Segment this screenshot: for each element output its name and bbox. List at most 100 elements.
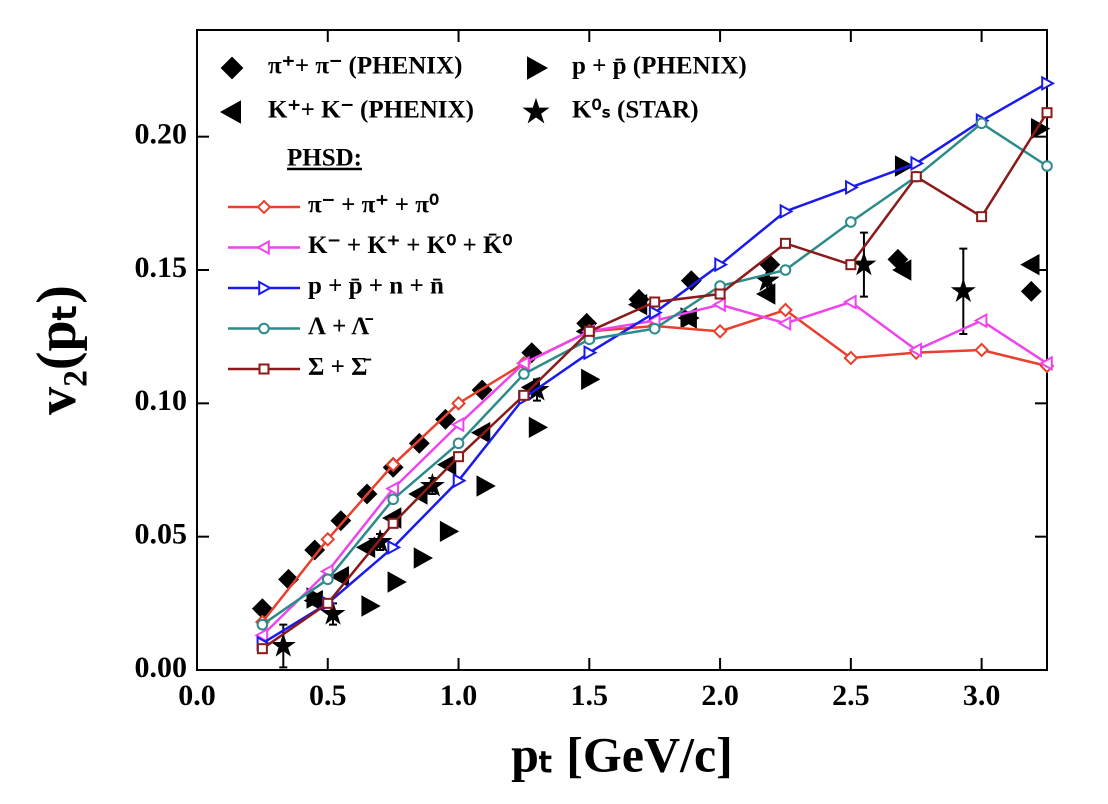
data-point [779, 203, 794, 220]
legend-marker [220, 56, 244, 80]
data-point [408, 432, 430, 454]
data-point [712, 296, 726, 313]
data-point [256, 643, 268, 655]
legend-marker [258, 322, 270, 335]
x-tick-label: 1.5 [571, 679, 609, 712]
data-point [649, 296, 661, 308]
x-tick-label: 2.5 [832, 679, 870, 712]
legend-label: Λ + Λ̄ [308, 313, 373, 340]
data-point [518, 389, 530, 401]
data-point [1020, 280, 1042, 302]
data-point [910, 155, 925, 172]
data-point [845, 179, 859, 196]
data-point [515, 355, 530, 372]
data-point [910, 171, 922, 183]
y-tick-label: 0.05 [135, 518, 188, 551]
x-tick-label: 1.0 [440, 679, 478, 712]
data-point [754, 267, 780, 292]
legend-marker [255, 239, 270, 256]
data-point [387, 571, 407, 593]
data-point [330, 510, 352, 532]
data-point [843, 350, 859, 366]
data-point [408, 483, 428, 505]
legend-label: π⁻ + π⁺ + π⁰ [308, 192, 439, 219]
data-point [452, 472, 467, 489]
x-tick-label: 0.0 [178, 679, 216, 712]
x-tick-label: 0.5 [309, 679, 347, 712]
data-point [974, 342, 990, 358]
data-point [648, 322, 661, 335]
data-point [845, 259, 857, 271]
data-point [648, 304, 663, 321]
data-point [778, 302, 793, 318]
data-point [1041, 107, 1053, 119]
data-point [254, 627, 269, 644]
legend-label: K⁺+ K⁻ (PHENIX) [268, 97, 474, 124]
data-point [976, 211, 988, 223]
data-point [950, 278, 976, 302]
legend-marker [258, 363, 270, 375]
data-point [779, 264, 792, 276]
data-point [387, 517, 399, 529]
y-tick-label: 0.15 [135, 251, 188, 284]
data-point [413, 547, 433, 569]
data-point [270, 632, 296, 657]
y-tick-label: 0.10 [135, 384, 188, 417]
legend-marker [256, 199, 272, 215]
legend-label: K⁻ + K⁺ + K⁰ + K̄⁰ [308, 232, 512, 259]
data-point [435, 408, 456, 430]
data-point [712, 323, 728, 339]
legend-label: p + p̄ (PHENIX) [572, 53, 747, 80]
plot-frame [196, 29, 1048, 671]
y-axis-label: v₂(pₜ) [26, 285, 88, 415]
legend-label: π⁺+ π⁻ (PHENIX) [268, 53, 462, 80]
legend-marker [219, 100, 241, 124]
data-point [320, 600, 346, 625]
data-point [452, 437, 465, 450]
legend-marker [258, 280, 273, 296]
series-line [261, 308, 1048, 623]
data-point [387, 493, 399, 506]
data-point [256, 618, 269, 631]
data-point [680, 270, 702, 292]
data-point [320, 531, 336, 547]
x-axis-label: pₜ [GeV/c] [511, 726, 733, 782]
data-point [583, 325, 595, 337]
data-point [908, 342, 923, 358]
legend-label: Σ + Σ̄ [308, 354, 371, 381]
data-point [1038, 355, 1053, 372]
data-point [842, 294, 857, 310]
data-point [387, 539, 402, 556]
data-point [321, 573, 334, 586]
legend-marker [527, 56, 549, 80]
data-point [528, 416, 549, 439]
x-tick-label: 2.0 [701, 679, 739, 712]
data-point [385, 457, 401, 473]
data-point [892, 259, 912, 281]
data-point [779, 237, 791, 249]
data-point [385, 480, 399, 497]
data-point [361, 595, 381, 617]
data-point [476, 475, 496, 497]
legend-label: K⁰ₛ (STAR) [572, 97, 699, 124]
data-point [973, 312, 988, 329]
legend-marker [522, 97, 550, 124]
data-point [975, 117, 988, 130]
data-point [583, 344, 598, 361]
data-point [453, 451, 465, 463]
data-point [471, 421, 491, 444]
data-point [1041, 160, 1053, 172]
data-point [303, 589, 323, 612]
data-point [777, 315, 792, 332]
data-point [714, 256, 729, 273]
y-tick-label: 0.20 [135, 118, 188, 151]
data-point [450, 416, 465, 433]
data-point [439, 520, 460, 543]
data-point [1020, 253, 1040, 276]
data-point [451, 395, 466, 411]
data-point [322, 597, 334, 609]
y-tick-label: 0.00 [135, 651, 188, 684]
data-point [581, 368, 601, 391]
x-tick-label: 3.0 [963, 679, 1001, 712]
